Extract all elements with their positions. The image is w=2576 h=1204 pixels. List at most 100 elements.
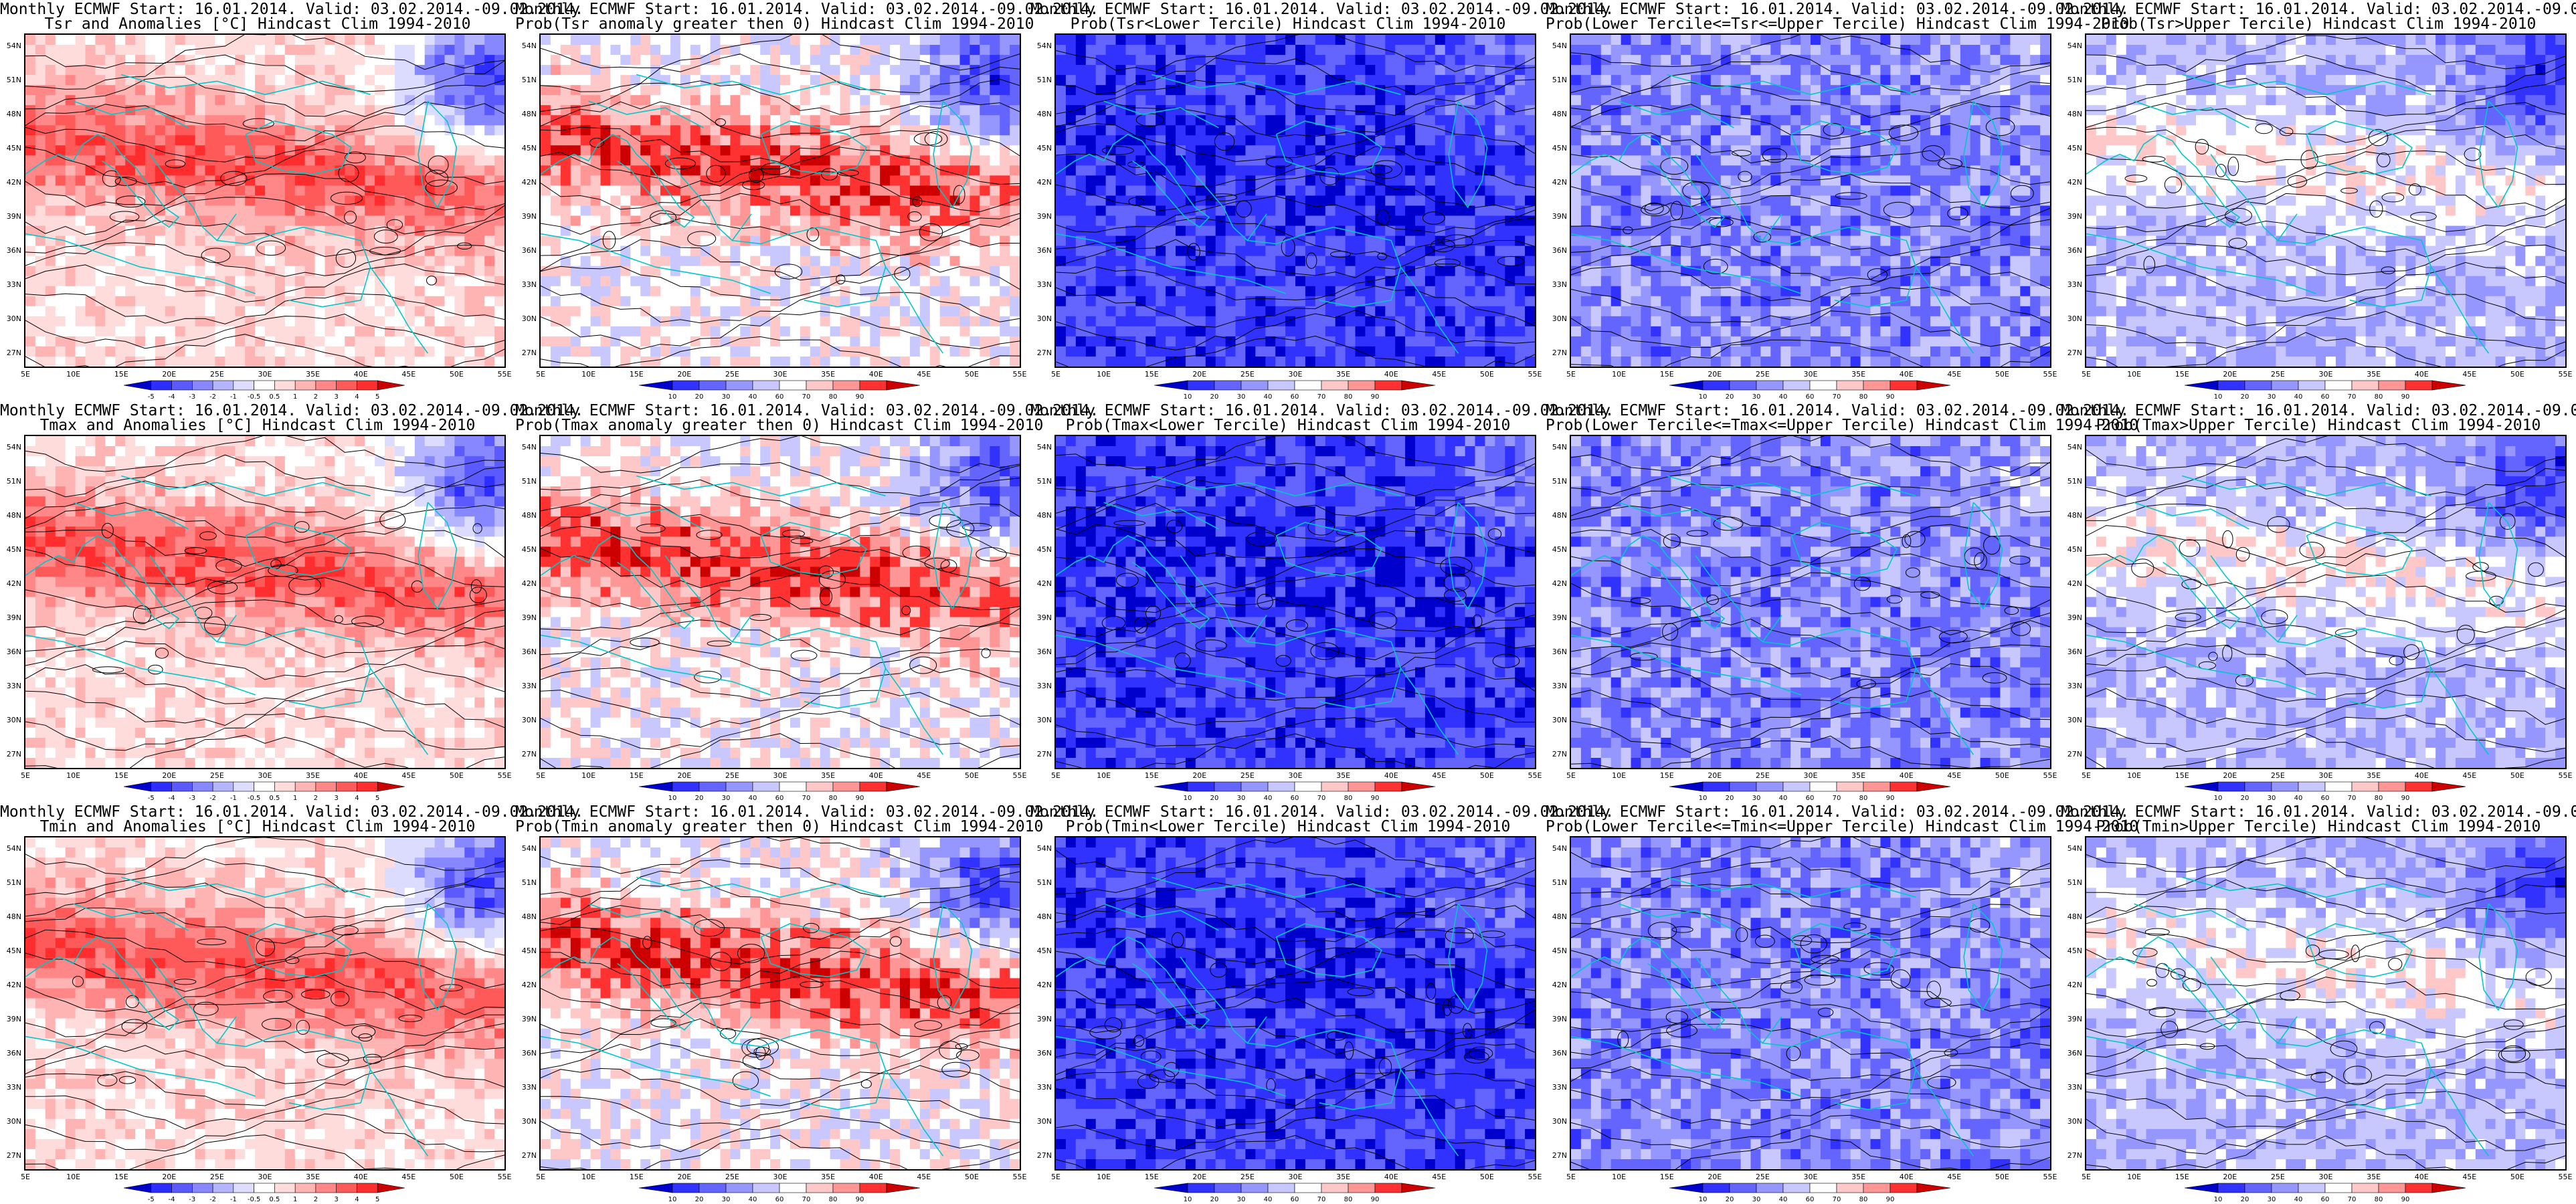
lat-tick-label: 51N	[1030, 878, 1052, 887]
colorbar-tick-label: 2	[302, 1196, 329, 1203]
shaded-field	[1056, 35, 1535, 367]
colorbar-tick-label: -4	[159, 795, 185, 802]
lat-tick-label: 27N	[1030, 1151, 1052, 1160]
lon-tick-label: 45E	[1941, 1173, 1968, 1181]
lat-tick-label: 36N	[2061, 647, 2082, 656]
lon-tick-label: 40E	[347, 370, 374, 379]
lon-tick-label: 20E	[671, 370, 698, 379]
colorbar	[1669, 781, 1950, 792]
colorbar-tick-label: 10	[659, 795, 686, 802]
lat-tick-label: 39N	[1546, 613, 1567, 622]
lat-tick-label: 54N	[1030, 844, 1052, 853]
lon-tick-label: 45E	[911, 1173, 937, 1181]
shaded-field	[1571, 837, 2050, 1169]
lon-tick-label: 55E	[2552, 771, 2576, 780]
panel-title-line1: Monthly ECMWF Start: 16.01.2014. Valid: …	[0, 1, 583, 17]
lon-tick-label: 5E	[1558, 370, 1584, 379]
colorbar-tick-label: -5	[138, 393, 165, 401]
colorbar-tick-label: 60	[1281, 795, 1308, 802]
lat-tick-label: 30N	[515, 1117, 537, 1126]
colorbar	[2185, 1183, 2466, 1193]
lat-tick-label: 54N	[2061, 844, 2082, 853]
colorbar-tick-label: 80	[1850, 393, 1877, 401]
lon-tick-label: 20E	[1186, 1173, 1213, 1181]
forecast-panel: Monthly ECMWF Start: 16.01.2014. Valid: …	[1030, 0, 1614, 401]
contour-lines	[1571, 436, 2050, 768]
lat-tick-label: 36N	[1546, 246, 1567, 255]
forecast-panel: Monthly ECMWF Start: 16.01.2014. Valid: …	[0, 401, 583, 803]
lon-tick-label: 50E	[2504, 370, 2531, 379]
panel-title-line1: Monthly ECMWF Start: 16.01.2014. Valid: …	[1546, 804, 2129, 820]
lat-tick-label: 42N	[1546, 981, 1567, 989]
lat-tick-label: 45N	[1546, 144, 1567, 153]
colorbar-tick-label: -4	[159, 393, 185, 401]
lon-tick-label: 30E	[1797, 370, 1824, 379]
forecast-map	[539, 33, 1021, 368]
map-canvas	[2086, 436, 2565, 768]
coastlines	[1571, 74, 2003, 354]
contour-lines	[1571, 837, 2050, 1169]
lat-tick-label: 30N	[515, 314, 537, 323]
lon-tick-label: 15E	[1138, 1173, 1165, 1181]
lon-tick-label: 10E	[2121, 370, 2148, 379]
lon-tick-label: 55E	[2037, 1173, 2063, 1181]
colorbar-tick-label: 60	[1281, 393, 1308, 401]
lat-tick-label: 48N	[0, 511, 21, 520]
lon-tick-label: 5E	[1558, 771, 1584, 780]
colorbar	[124, 1183, 405, 1193]
colorbar-tick-label: 80	[820, 795, 846, 802]
lat-tick-label: 45N	[0, 946, 21, 955]
colorbar-tick-label: -0.5	[241, 393, 268, 401]
lat-tick-label: 54N	[2061, 443, 2082, 452]
lon-tick-label: 10E	[575, 771, 602, 780]
lon-tick-label: 20E	[671, 771, 698, 780]
lon-tick-label: 50E	[1473, 771, 1500, 780]
lat-tick-label: 27N	[1030, 750, 1052, 759]
lat-tick-label: 51N	[515, 76, 537, 84]
colorbar-tick-label: 20	[1201, 393, 1228, 401]
colorbar	[124, 380, 405, 391]
forecast-panel: Monthly ECMWF Start: 16.01.2014. Valid: …	[515, 401, 1099, 803]
lon-tick-label: 10E	[60, 771, 87, 780]
forecast-map	[2085, 33, 2567, 368]
lon-tick-label: 30E	[1282, 771, 1309, 780]
contour-lines	[1056, 35, 1535, 367]
lon-tick-label: 30E	[767, 1173, 794, 1181]
colorbar-tick-label: 70	[1308, 795, 1335, 802]
lat-tick-label: 33N	[1546, 682, 1567, 690]
lat-tick-label: 39N	[1030, 212, 1052, 221]
lat-tick-label: 30N	[0, 716, 21, 724]
lat-tick-label: 42N	[0, 178, 21, 187]
forecast-map	[1570, 33, 2051, 368]
lon-tick-label: 25E	[203, 1173, 230, 1181]
colorbar-tick-label: 70	[793, 795, 820, 802]
lat-tick-label: 45N	[515, 946, 537, 955]
lon-tick-label: 20E	[1701, 1173, 1728, 1181]
colorbar-tick-label: -0.5	[241, 1196, 268, 1203]
lon-tick-label: 25E	[1234, 1173, 1261, 1181]
lon-tick-label: 40E	[1893, 771, 1920, 780]
colorbar-tick-label: 0.5	[261, 1196, 288, 1203]
colorbar-tick-label: 20	[686, 393, 713, 401]
lon-tick-label: 5E	[1042, 771, 1069, 780]
lat-tick-label: 30N	[2061, 1117, 2082, 1126]
panel-title-line2: Prob(Tmax anomaly greater then 0) Hindca…	[515, 417, 1043, 433]
lat-tick-label: 39N	[0, 212, 21, 221]
lon-tick-label: 5E	[527, 771, 554, 780]
lat-tick-label: 36N	[1030, 1049, 1052, 1058]
panel-title-line2: Prob(Lower Tercile<=Tsr<=Upper Tercile) …	[1546, 16, 2129, 32]
lon-tick-label: 10E	[1606, 370, 1633, 379]
lat-tick-label: 54N	[0, 41, 21, 50]
panel-title-line2: Prob(Lower Tercile<=Tmax<=Upper Tercile)…	[1546, 417, 2138, 433]
panel-title-line1: Monthly ECMWF Start: 16.01.2014. Valid: …	[1030, 1, 1614, 17]
lat-tick-label: 51N	[2061, 477, 2082, 486]
lon-tick-label: 45E	[1426, 1173, 1453, 1181]
colorbar-tick-label: 80	[2365, 795, 2392, 802]
coastlines	[25, 475, 458, 755]
lon-tick-label: 50E	[1989, 370, 2015, 379]
colorbar	[2185, 380, 2466, 391]
lon-tick-label: 35E	[815, 771, 842, 780]
lat-tick-label: 51N	[1546, 477, 1567, 486]
coastlines	[541, 876, 973, 1157]
colorbar-tick-label: 60	[1797, 393, 1823, 401]
